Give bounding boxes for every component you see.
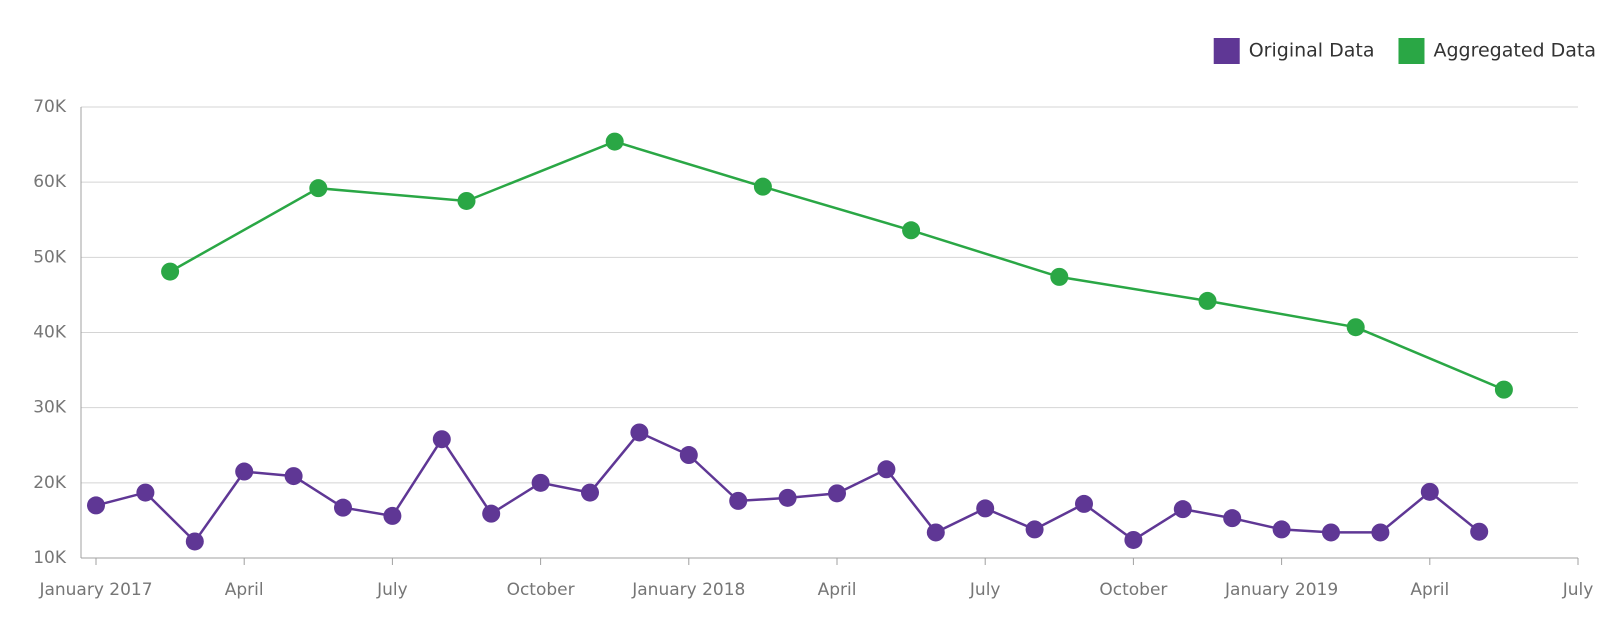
point bbox=[432, 430, 451, 449]
point bbox=[630, 423, 649, 442]
point bbox=[284, 467, 303, 486]
point bbox=[136, 483, 155, 502]
y-tick-label: 40K bbox=[33, 323, 67, 343]
point bbox=[161, 262, 180, 281]
y-tick-label: 70K bbox=[33, 97, 67, 117]
point bbox=[1470, 522, 1489, 541]
x-tick-label: April bbox=[1410, 580, 1449, 600]
x-tick-label: April bbox=[818, 580, 857, 600]
x-tick-label: July bbox=[376, 580, 408, 600]
point bbox=[309, 179, 328, 198]
point bbox=[1223, 509, 1242, 528]
point bbox=[482, 504, 501, 523]
x-tick-label: October bbox=[507, 580, 575, 600]
point bbox=[753, 177, 772, 196]
point bbox=[1346, 318, 1365, 337]
x-tick-label: July bbox=[1562, 580, 1594, 600]
point bbox=[383, 506, 402, 525]
legend-swatch bbox=[1213, 38, 1240, 64]
point bbox=[1050, 267, 1069, 286]
point bbox=[1272, 520, 1291, 539]
point bbox=[87, 496, 105, 515]
x-tick-label: January 2018 bbox=[631, 580, 745, 600]
point bbox=[531, 473, 550, 492]
point bbox=[679, 446, 698, 465]
series-line bbox=[169, 140, 1505, 391]
point bbox=[828, 484, 846, 503]
point bbox=[729, 491, 748, 510]
point bbox=[902, 221, 921, 240]
series-line bbox=[95, 430, 1480, 544]
y-tick-label: 50K bbox=[33, 247, 67, 267]
y-tick-label: 20K bbox=[33, 473, 67, 493]
point bbox=[976, 499, 995, 518]
point bbox=[185, 532, 204, 551]
point bbox=[1322, 523, 1340, 542]
y-tick-label: 30K bbox=[33, 398, 67, 418]
point bbox=[581, 483, 599, 502]
point bbox=[334, 498, 352, 517]
legend-label: Original Data bbox=[1249, 40, 1375, 62]
point bbox=[1494, 380, 1513, 399]
point bbox=[1075, 494, 1093, 513]
point bbox=[605, 132, 624, 151]
point bbox=[1173, 500, 1192, 519]
legend-swatch bbox=[1398, 38, 1425, 64]
x-tick-label: April bbox=[225, 580, 264, 600]
x-tick-label: July bbox=[969, 580, 1001, 600]
x-tick-label: January 2019 bbox=[1224, 580, 1338, 600]
x-tick-label: January 2017 bbox=[38, 580, 152, 600]
point bbox=[877, 460, 896, 479]
point bbox=[778, 488, 797, 507]
x-tick-label: October bbox=[1099, 580, 1167, 600]
point bbox=[235, 462, 254, 481]
point bbox=[1371, 523, 1390, 542]
point bbox=[1124, 530, 1143, 549]
point bbox=[1025, 520, 1044, 539]
point bbox=[1198, 291, 1217, 310]
legend-label: Aggregated Data bbox=[1433, 40, 1596, 62]
point bbox=[457, 191, 476, 210]
point bbox=[926, 523, 945, 542]
y-tick-label: 10K bbox=[33, 548, 67, 568]
point bbox=[1420, 482, 1439, 501]
y-tick-label: 60K bbox=[33, 172, 67, 192]
